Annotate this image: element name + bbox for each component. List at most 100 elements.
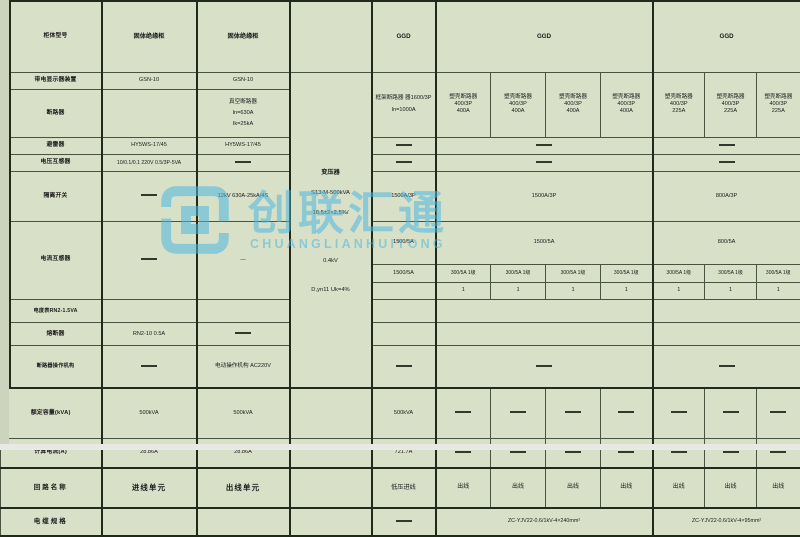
table-row-circuit-name: 回路名称 进线单元 出线单元 低压进线 出线 出线 出线 出线 出线 出线 出线… xyxy=(1,468,800,508)
cell-lv5-rated-capacity xyxy=(601,388,653,438)
cell-hv2-calc-current: 28.86A xyxy=(197,438,290,467)
cell-lv1-meter xyxy=(372,282,436,299)
cell-hv1-cable-spec xyxy=(102,508,197,536)
cell-lv2-calc-current xyxy=(436,438,491,467)
cell-lv5-calc-current xyxy=(601,438,653,467)
cell-lv2-breaker-line2: 400/3P xyxy=(438,101,490,108)
cell-lv5-breaker-line3: 400A xyxy=(602,108,651,115)
cell-lv3-breaker: 塑壳断路器 400/3P 400A xyxy=(491,72,546,137)
dash-icon xyxy=(719,144,735,146)
row-label-rated-capacity: 额定容量(kVA) xyxy=(1,388,102,438)
cell-lv-group3-isolator: 800A/3P xyxy=(653,171,800,221)
transformer-secondary: 0.4kV xyxy=(292,258,370,265)
cell-lv-group2-energy-meter xyxy=(436,299,653,322)
dash-icon xyxy=(719,365,735,367)
cell-lv7-meter: 1 xyxy=(705,282,757,299)
cell-lv-group3-header: GGD xyxy=(653,1,800,72)
cell-lv1-circuit-name: 低压进线 xyxy=(372,468,436,508)
cell-lv8-circuit-name: 出线 xyxy=(757,468,800,508)
cell-lv4-breaker-line2: 400/3P xyxy=(547,101,599,108)
cell-lv3-breaker-line2: 400/3P xyxy=(492,101,544,108)
cell-hv1-arrester: HY5WS-17/45 xyxy=(102,137,197,154)
dash-icon xyxy=(396,365,412,367)
cell-lv1-voltage-transformer xyxy=(372,154,436,171)
cell-tr-calc-current xyxy=(290,438,372,467)
cell-lv7-ct-sub: 300/5A 1级 xyxy=(705,264,757,282)
cell-lv-group3-energy-meter xyxy=(653,299,800,322)
cell-lv6-breaker: 塑壳断路器 400/3P 225A xyxy=(653,72,705,137)
transformer-model: S13-M-500kVA xyxy=(292,190,370,197)
cell-lv8-breaker: 塑壳断路器 400/3P 225A xyxy=(757,72,800,137)
cell-lv5-breaker-line1: 塑壳断路器 xyxy=(602,94,651,101)
cell-hv1-circuit-name: 进线单元 xyxy=(102,468,197,508)
cell-hv2-rated-capacity: 500kVA xyxy=(197,388,290,438)
cell-lv7-breaker-line3: 225A xyxy=(706,108,755,115)
row-label-current-transformer: 电流互感器 xyxy=(10,221,102,299)
row-label-breaker: 断路器 xyxy=(10,89,102,137)
table-row-breaker-mechanism: 断路器操作机构 电动操作机构 AC220V xyxy=(1,346,800,388)
dash-icon xyxy=(536,144,552,146)
cell-hv2-breaker-line1: 真空断路器 xyxy=(199,99,288,106)
dash-icon xyxy=(141,258,157,260)
bottom-edge-strip xyxy=(0,444,800,450)
cell-lv7-breaker-line1: 塑壳断路器 xyxy=(706,94,755,101)
cell-lv1-rated-capacity: 500kVA xyxy=(372,388,436,438)
cell-lv1-breaker-mechanism xyxy=(372,346,436,388)
cell-lv-group2-isolator: 1500A/3P xyxy=(436,171,653,221)
dash-icon xyxy=(671,451,687,453)
dash-icon xyxy=(396,161,412,163)
cell-hv2-breaker-line2: In=630A xyxy=(199,110,288,117)
dash-icon xyxy=(719,161,735,163)
dash-icon xyxy=(536,161,552,163)
cell-lv4-breaker: 塑壳断路器 400/3P 400A xyxy=(546,72,601,137)
cell-hv2-circuit-name: 出线单元 xyxy=(197,468,290,508)
cell-lv7-breaker: 塑壳断路器 400/3P 225A xyxy=(705,72,757,137)
dash-icon xyxy=(455,451,471,453)
cell-lv5-meter: 1 xyxy=(601,282,653,299)
cell-tr-cable-spec xyxy=(290,508,372,536)
cell-tr-rated-capacity xyxy=(290,388,372,438)
cell-lv6-ct-sub: 300/5A 1级 xyxy=(653,264,705,282)
cell-lv7-breaker-line2: 400/3P xyxy=(706,101,755,108)
cell-lv-group2-voltage-transformer xyxy=(436,154,653,171)
cell-lv2-ct-sub: 300/5A 1级 xyxy=(436,264,491,282)
cell-lv3-breaker-line1: 塑壳断路器 xyxy=(492,94,544,101)
table-row-energy-meter: 电度表RN2-1.5VA 柜内按装智能控制器 电容补偿 xyxy=(1,299,800,322)
row-label-breaker-mechanism: 断路器操作机构 xyxy=(10,346,102,388)
dash-icon xyxy=(235,161,251,163)
dash-icon xyxy=(565,411,581,413)
cell-lv1-cable-spec xyxy=(372,508,436,536)
row-label-voltage-transformer: 电压互感器 xyxy=(10,154,102,171)
cell-lv6-calc-current xyxy=(653,438,705,467)
table-row-calc-current: 计算电流(A) 28.86A 28.86A 721.7A 250A xyxy=(1,438,800,467)
cell-lv3-ct-sub: 300/5A 1级 xyxy=(491,264,546,282)
row-label-isolator: 隔离开关 xyxy=(10,171,102,221)
cell-lv5-ct-sub: 300/5A 1级 xyxy=(601,264,653,282)
cell-tr-circuit-name xyxy=(290,468,372,508)
table-row-current-transformer: 电流互感器 — 1500/5A 1500/5A 800/5A 300/5A xyxy=(1,221,800,264)
row-label-cabinet-model: 柜体型号 xyxy=(10,1,102,72)
cell-lv3-rated-capacity xyxy=(491,388,546,438)
cell-lv2-meter: 1 xyxy=(436,282,491,299)
cell-lv1-breaker-line2: In=1000A xyxy=(374,107,434,114)
row-label-energy-meter: 电度表RN2-1.5VA xyxy=(10,299,102,322)
cell-lv-group2-breaker-mechanism xyxy=(436,346,653,388)
dash-icon xyxy=(723,451,739,453)
cell-hv1-cabinet-header: 固体绝缘柜 xyxy=(102,1,197,72)
table-row-arrester: 避雷器 HY5WS-17/45 HY5WS-17/45 xyxy=(1,137,800,154)
row-label-live-display: 带电显示器装置 xyxy=(10,72,102,89)
transformer-ratio: 10.5±2×2.5%/ xyxy=(292,210,370,217)
cell-hv2-arrester: HY5WS-17/45 xyxy=(197,137,290,154)
cell-lv-group3-fuse xyxy=(653,323,800,346)
cell-lv2-breaker-line1: 塑壳断路器 xyxy=(438,94,490,101)
cell-hv2-live-display: GSN-10 xyxy=(197,72,290,89)
dash-icon xyxy=(396,144,412,146)
cell-lv2-rated-capacity xyxy=(436,388,491,438)
cell-lv8-breaker-line3: 225A xyxy=(758,108,799,115)
cell-lv6-circuit-name: 出线 xyxy=(653,468,705,508)
transformer-connection: D,yn11 Uk=4% xyxy=(292,287,370,294)
cell-lv4-breaker-line1: 塑壳断路器 xyxy=(547,94,599,101)
cell-hv1-live-display: GSN-10 xyxy=(102,72,197,89)
table-row-isolator: 隔离开关 12kV 630A-25kA/4S 1500A/3P 1500A/3P… xyxy=(1,171,800,221)
cell-hv2-energy-meter xyxy=(197,299,290,322)
